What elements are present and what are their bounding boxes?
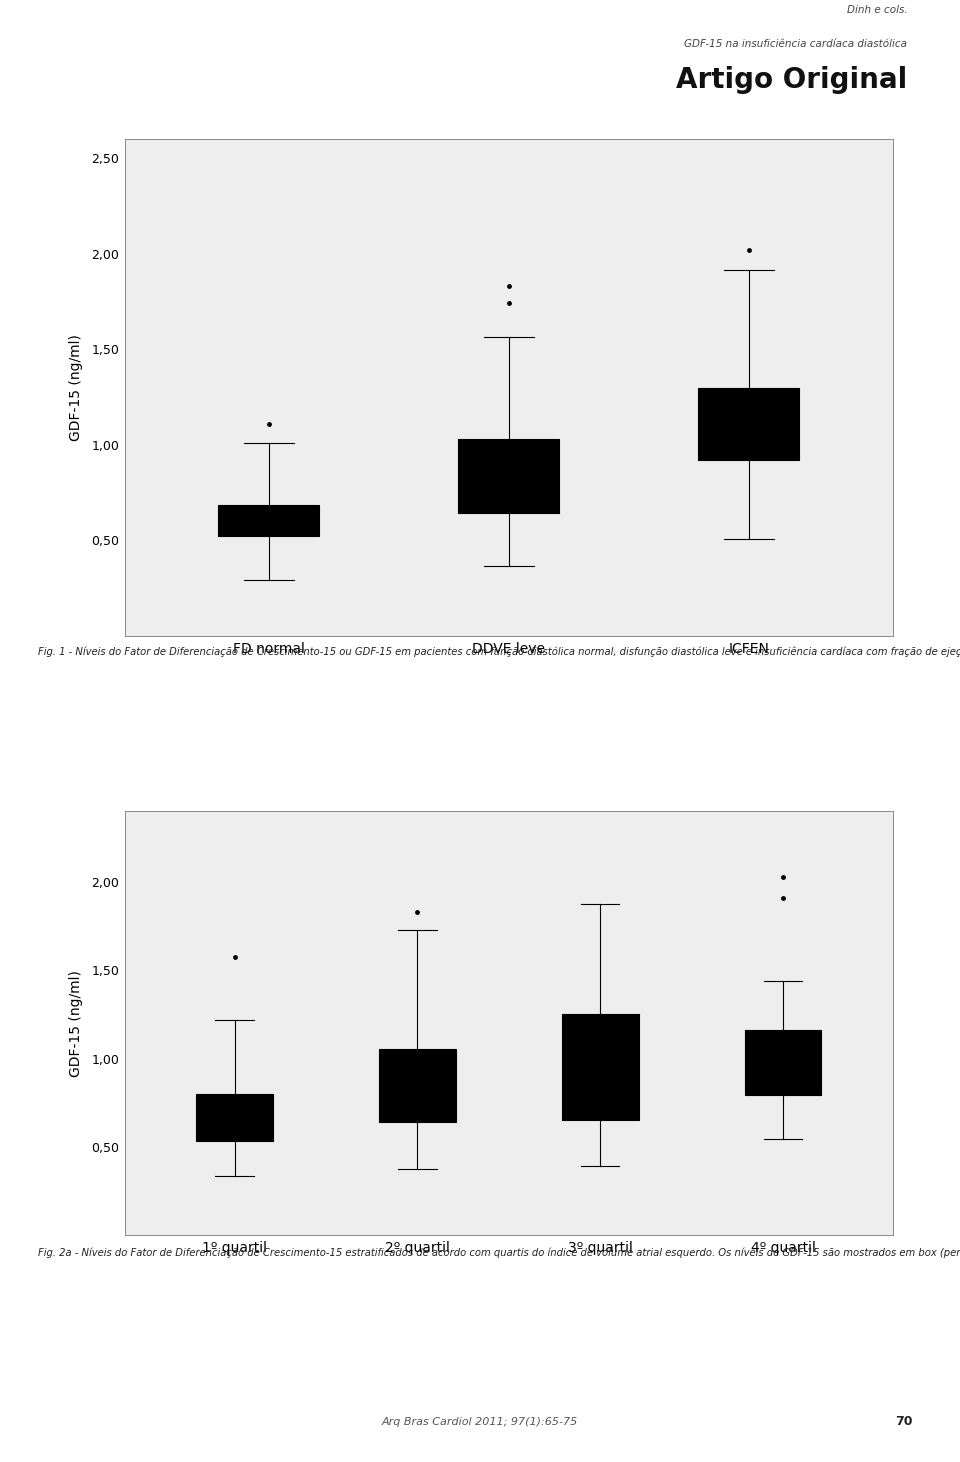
- Text: Fig. 1 - Níveis do Fator de Diferenciação de Crescimento-15 ou GDF-15 em pacient: Fig. 1 - Níveis do Fator de Diferenciaçã…: [38, 646, 960, 656]
- Text: Fig. 2a - Níveis do Fator de Diferenciação de Crescimento-15 estratificados de a: Fig. 2a - Níveis do Fator de Diferenciaç…: [38, 1247, 960, 1257]
- PathPatch shape: [219, 504, 319, 535]
- Y-axis label: GDF-15 (ng/ml): GDF-15 (ng/ml): [69, 969, 83, 1077]
- PathPatch shape: [379, 1050, 456, 1123]
- Text: Arq Bras Cardiol 2011; 97(1):65-75: Arq Bras Cardiol 2011; 97(1):65-75: [382, 1417, 578, 1427]
- PathPatch shape: [699, 389, 799, 461]
- PathPatch shape: [562, 1013, 638, 1120]
- PathPatch shape: [459, 439, 559, 513]
- PathPatch shape: [196, 1094, 273, 1140]
- Text: Artigo Original: Artigo Original: [676, 66, 907, 94]
- Text: GDF-15 na insuficiência cardíaca diastólica: GDF-15 na insuficiência cardíaca diastól…: [684, 39, 907, 48]
- Y-axis label: GDF-15 (ng/ml): GDF-15 (ng/ml): [69, 333, 83, 442]
- Text: 70: 70: [896, 1415, 913, 1428]
- PathPatch shape: [745, 1031, 822, 1095]
- Text: Dinh e cols.: Dinh e cols.: [847, 4, 907, 15]
